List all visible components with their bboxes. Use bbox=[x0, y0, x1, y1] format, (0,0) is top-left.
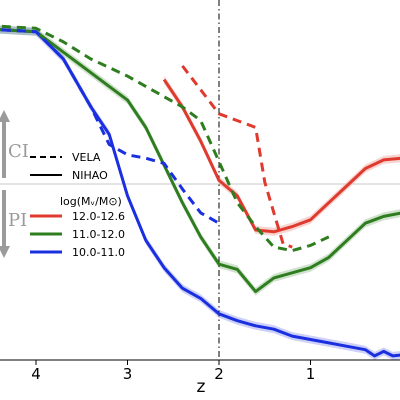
legend-vela-label: VELA bbox=[72, 151, 101, 164]
x-tick-label: 4 bbox=[31, 365, 41, 383]
legend-mass-label-mid: 11.0-12.0 bbox=[72, 228, 125, 241]
legend-mass-label-low: 10.0-11.0 bbox=[72, 246, 125, 259]
series-nihao-10-0-11-0 bbox=[0, 28, 400, 358]
legend-nihao-label: NIHAO bbox=[72, 169, 108, 182]
legend-mass: log(Mᵥ/M⊙) 12.0-12.6 11.0-12.0 10.0-11.0 bbox=[30, 195, 125, 259]
x-tick-label: 2 bbox=[214, 365, 224, 383]
series-vela-12-0-12-6 bbox=[181, 64, 293, 249]
series-nihao-12-0-12-6 bbox=[162, 78, 400, 234]
ci-arrow bbox=[0, 110, 10, 178]
series-nihao-11-0-12-0 bbox=[0, 28, 400, 294]
x-axis-title: z bbox=[197, 377, 206, 397]
legend-survey: VELA NIHAO bbox=[30, 151, 108, 182]
series-lines bbox=[0, 24, 400, 358]
pi-region-label: PI bbox=[8, 210, 27, 231]
series-vela-11-0-12-0 bbox=[0, 24, 330, 253]
pi-arrow bbox=[0, 190, 10, 258]
band-nihao-11-0-12-0 bbox=[0, 25, 400, 296]
x-tick-label: 3 bbox=[123, 365, 133, 383]
x-axis-ticks: 4 3 2 1 bbox=[31, 360, 315, 383]
series-vela-10-0-11-0 bbox=[0, 28, 220, 225]
ci-region-label: CI bbox=[8, 141, 29, 162]
legend-mass-title: log(Mᵥ/M⊙) bbox=[60, 195, 122, 208]
x-tick-label: 1 bbox=[306, 365, 316, 383]
legend-mass-label-high: 12.0-12.6 bbox=[72, 210, 125, 223]
